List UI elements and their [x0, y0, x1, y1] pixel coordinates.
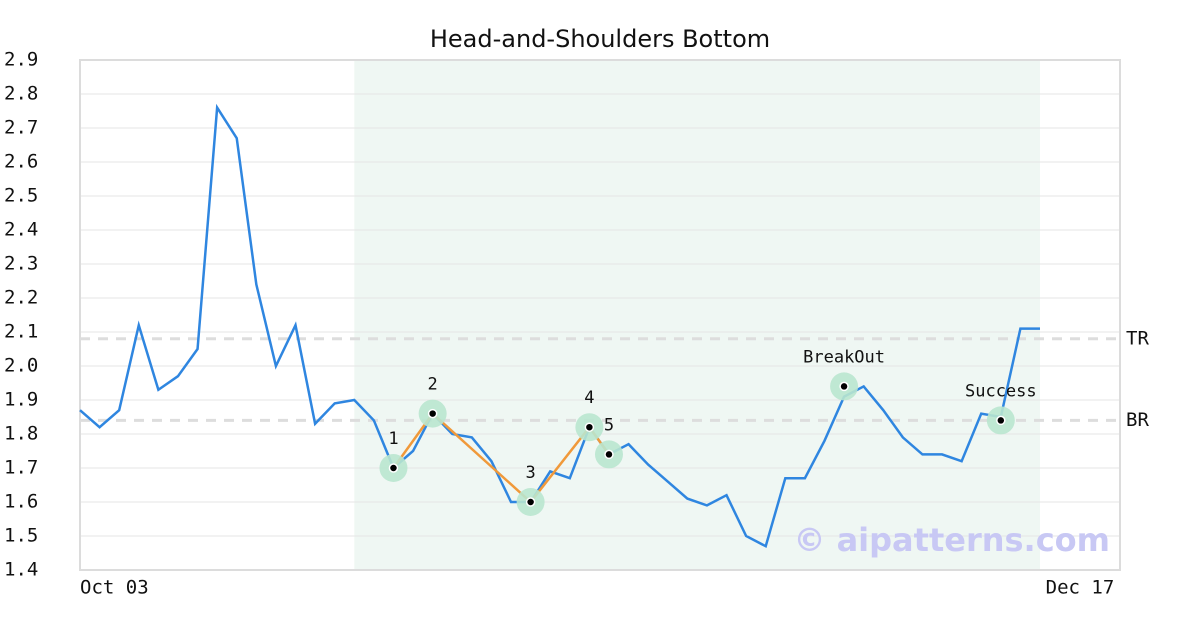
y-tick-label: 2.2: [4, 287, 38, 309]
point-dot: [604, 449, 614, 460]
y-tick-label: 1.6: [4, 491, 38, 513]
y-tick-label: 1.9: [4, 389, 38, 411]
point-dot: [427, 408, 438, 419]
point-label: 2: [428, 375, 438, 395]
y-tick-label: 2.6: [4, 151, 38, 173]
y-tick-label: 2.0: [4, 355, 38, 377]
x-tick-label: Oct 03: [80, 577, 149, 599]
point-dot: [525, 497, 536, 507]
y-tick-label: 2.3: [4, 253, 38, 275]
point-label: 3: [525, 463, 535, 483]
x-tick-label: Dec 17: [1046, 577, 1115, 599]
point-dot: [839, 381, 849, 392]
pattern-zone: [354, 60, 1040, 570]
y-tick-label: 2.7: [4, 117, 38, 139]
watermark: © aipatterns.com: [793, 521, 1110, 559]
point-dot: [996, 415, 1006, 426]
chart-title: Head-and-Shoulders Bottom: [430, 25, 770, 53]
point-label: 1: [388, 429, 398, 449]
y-tick-label: 2.4: [4, 219, 38, 241]
point-label: 5: [604, 415, 614, 435]
y-tick-label: 1.7: [4, 457, 38, 479]
point-dot: [584, 422, 595, 432]
level-label: TR: [1126, 327, 1149, 349]
y-tick-label: 2.8: [4, 83, 38, 105]
point-label: 4: [584, 388, 594, 408]
price-line: [79, 103, 1040, 549]
plot-frame: [79, 59, 1121, 571]
y-tick-label: 2.5: [4, 185, 38, 207]
y-tick-label: 1.8: [4, 423, 38, 445]
level-label: BR: [1126, 409, 1149, 431]
event-label: Success: [965, 381, 1037, 401]
y-tick-label: 1.5: [4, 525, 38, 547]
y-tick-label: 2.1: [4, 321, 38, 343]
event-label: BreakOut: [803, 347, 885, 367]
point-dot: [388, 463, 399, 473]
y-tick-label: 2.9: [4, 49, 38, 71]
y-tick-label: 1.4: [4, 559, 38, 581]
